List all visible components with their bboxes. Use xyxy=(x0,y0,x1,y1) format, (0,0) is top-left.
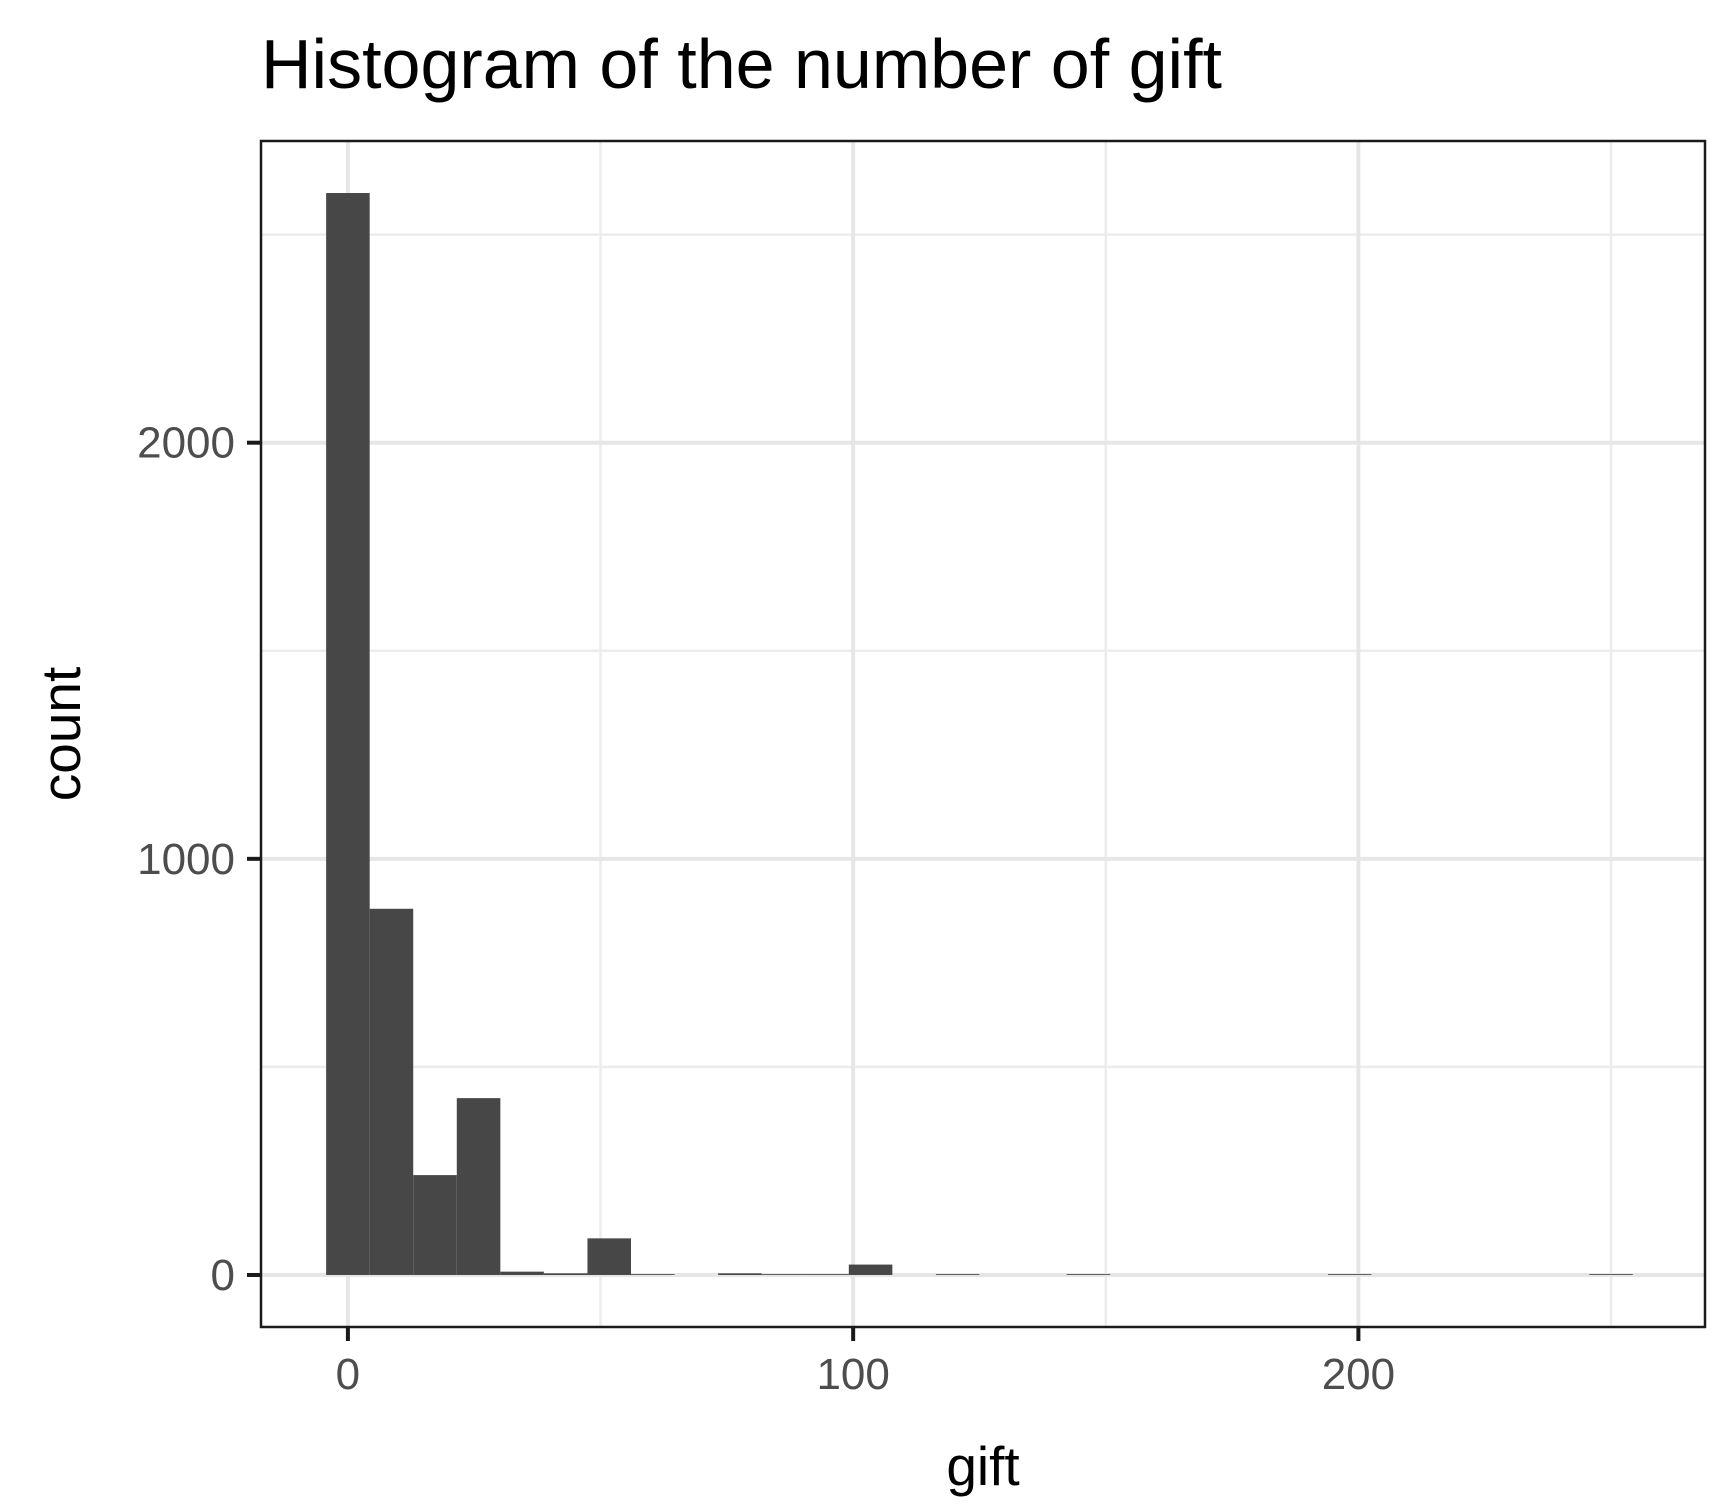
histogram-bar xyxy=(1327,1274,1372,1275)
histogram-bar xyxy=(935,1274,980,1275)
histogram-bar xyxy=(500,1271,544,1275)
minor-gridlines xyxy=(261,141,1705,1327)
x-axis-title: gift xyxy=(946,1435,1019,1497)
histogram-bar xyxy=(1066,1274,1111,1275)
y-axis-title: count xyxy=(30,667,92,802)
histogram-bar xyxy=(630,1274,675,1275)
histogram-bar xyxy=(456,1098,501,1275)
histogram-bar xyxy=(543,1273,588,1275)
histogram-bar xyxy=(413,1175,457,1275)
plot-panel-border xyxy=(259,139,1707,1329)
y-tick-label: 2000 xyxy=(137,419,235,468)
histogram-bar xyxy=(326,193,370,1275)
histogram-bar xyxy=(761,1274,806,1275)
y-tick-label: 1000 xyxy=(137,835,235,884)
x-tick-label: 200 xyxy=(1322,1350,1395,1399)
y-tick-label: 0 xyxy=(211,1251,235,1300)
x-tick-label: 0 xyxy=(336,1350,360,1399)
histogram-bar xyxy=(718,1273,762,1275)
x-axis: 0 100 200 xyxy=(336,1327,1395,1399)
x-tick-label: 100 xyxy=(816,1350,889,1399)
histogram-bar xyxy=(369,908,414,1275)
y-axis: 0 1000 2000 xyxy=(137,419,261,1300)
histogram-bar xyxy=(848,1264,893,1275)
chart-title: Histogram of the number of gift xyxy=(261,25,1222,103)
histogram-bar xyxy=(587,1238,631,1275)
histogram-bar xyxy=(1589,1274,1633,1275)
histogram-bars xyxy=(326,193,1633,1275)
histogram-bar xyxy=(805,1274,849,1275)
